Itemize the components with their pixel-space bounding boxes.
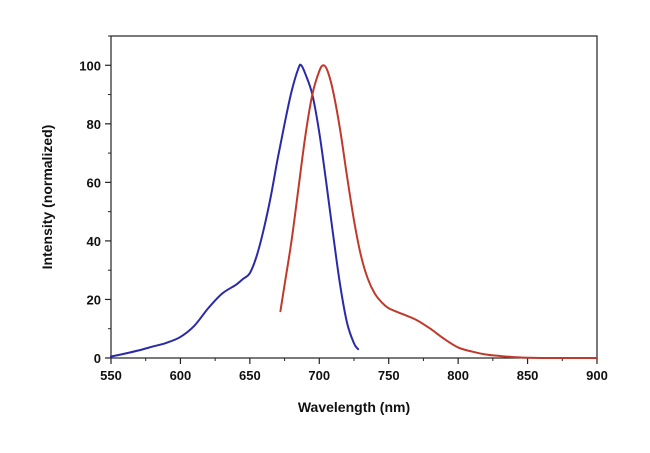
y-tick-label: 0 [94,351,101,366]
series-layer [110,63,598,360]
x-tick-label: 650 [239,368,261,383]
x-tick-label: 800 [447,368,469,383]
plot-frame [110,35,598,359]
y-tick-label: 100 [79,58,101,73]
x-tick-label: 750 [378,368,400,383]
y-tick-label: 80 [87,117,101,132]
series-1-line [110,63,360,358]
y-tick-label: 20 [87,292,101,307]
x-tick-label: 900 [586,368,608,383]
x-tick-label: 850 [517,368,539,383]
y-axis-title: Intensity (normalized) [39,125,55,270]
y-tick-label: 40 [87,234,101,249]
x-tick-label: 600 [170,368,192,383]
ticks [105,35,598,364]
y-tick-label: 60 [87,175,101,190]
series-2-line [279,64,598,360]
x-tick-label: 700 [308,368,330,383]
tick-labels: 550 600 650 700 750 800 850 900 0 20 40 60 80 100 [79,58,608,383]
x-axis-title: Wavelength (nm) [298,399,410,415]
x-tick-label: 550 [100,368,122,383]
